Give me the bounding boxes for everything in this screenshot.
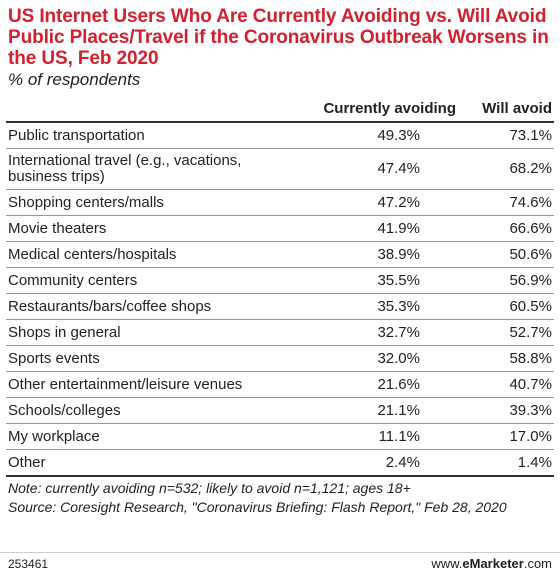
header-category <box>6 94 296 123</box>
row-currently-avoiding: 21.6% <box>296 371 462 398</box>
chart-note: Note: currently avoiding n=532; likely t… <box>8 480 411 496</box>
chart-title: US Internet Users Who Are Currently Avoi… <box>8 6 549 69</box>
table-row: Movie theaters 41.9% 66.6% <box>6 215 554 242</box>
row-currently-avoiding: 47.4% <box>296 148 462 190</box>
row-currently-avoiding: 41.9% <box>296 215 462 242</box>
row-will-avoid: 17.0% <box>462 423 554 450</box>
row-currently-avoiding: 32.0% <box>296 345 462 372</box>
table-header-row: Currently avoiding Will avoid <box>6 94 554 123</box>
row-will-avoid: 56.9% <box>462 267 554 294</box>
row-currently-avoiding: 49.3% <box>296 122 462 149</box>
row-category: International travel (e.g., vacations, b… <box>6 148 296 190</box>
row-will-avoid: 60.5% <box>462 293 554 320</box>
row-currently-avoiding: 47.2% <box>296 189 462 216</box>
header-will-avoid: Will avoid <box>462 94 554 123</box>
row-will-avoid: 50.6% <box>462 241 554 268</box>
table-row: Schools/colleges 21.1% 39.3% <box>6 397 554 424</box>
table-body: Public transportation 49.3% 73.1% Internati… <box>6 122 554 477</box>
row-currently-avoiding: 35.5% <box>296 267 462 294</box>
row-category: Shopping centers/malls <box>6 189 296 216</box>
row-currently-avoiding: 21.1% <box>296 397 462 424</box>
table-row: Sports events 32.0% 58.8% <box>6 345 554 372</box>
brand-name: eMarketer <box>462 556 524 571</box>
row-category: Medical centers/hospitals <box>6 241 296 268</box>
chart-subtitle: % of respondents <box>8 70 141 89</box>
row-will-avoid: 73.1% <box>462 122 554 149</box>
table-row: Public transportation 49.3% 73.1% <box>6 122 554 149</box>
row-will-avoid: 52.7% <box>462 319 554 346</box>
row-will-avoid: 40.7% <box>462 371 554 398</box>
row-category: My workplace <box>6 423 296 450</box>
brand-prefix: www. <box>431 556 463 571</box>
row-will-avoid: 74.6% <box>462 189 554 216</box>
row-currently-avoiding: 11.1% <box>296 423 462 450</box>
footer: 253461 www.eMarketer.com <box>0 552 560 577</box>
table-row: Restaurants/bars/coffee shops 35.3% 60.5% <box>6 293 554 320</box>
row-category: Community centers <box>6 267 296 294</box>
row-category: Public transportation <box>6 122 296 149</box>
table-row: Community centers 35.5% 56.9% <box>6 267 554 294</box>
row-currently-avoiding: 35.3% <box>296 293 462 320</box>
table-row: International travel (e.g., vacations, b… <box>6 148 554 190</box>
table-row: Shopping centers/malls 47.2% 74.6% <box>6 189 554 216</box>
table-row: Other entertainment/leisure venues 21.6% 4… <box>6 371 554 398</box>
table-row: Other 2.4% 1.4% <box>6 449 554 477</box>
row-will-avoid: 39.3% <box>462 397 554 424</box>
row-category: Schools/colleges <box>6 397 296 424</box>
data-table: Currently avoiding Will avoid Public tra… <box>6 94 554 477</box>
row-category: Other <box>6 449 296 477</box>
row-currently-avoiding: 38.9% <box>296 241 462 268</box>
row-currently-avoiding: 2.4% <box>296 449 462 477</box>
brand-logo: www.eMarketer.com <box>431 556 552 571</box>
header-currently-avoiding: Currently avoiding <box>296 94 462 123</box>
row-category: Shops in general <box>6 319 296 346</box>
row-will-avoid: 1.4% <box>462 449 554 477</box>
brand-suffix: .com <box>523 556 552 571</box>
row-category: Sports events <box>6 345 296 372</box>
row-category: Other entertainment/leisure venues <box>6 371 296 398</box>
chart-source: Source: Coresight Research, "Coronavirus… <box>8 499 507 515</box>
row-will-avoid: 68.2% <box>462 148 554 190</box>
row-currently-avoiding: 32.7% <box>296 319 462 346</box>
chart-id: 253461 <box>8 557 49 571</box>
table-row: Shops in general 32.7% 52.7% <box>6 319 554 346</box>
row-will-avoid: 58.8% <box>462 345 554 372</box>
row-category: Restaurants/bars/coffee shops <box>6 293 296 320</box>
row-will-avoid: 66.6% <box>462 215 554 242</box>
table-row: My workplace 11.1% 17.0% <box>6 423 554 450</box>
table-row: Medical centers/hospitals 38.9% 50.6% <box>6 241 554 268</box>
row-category: Movie theaters <box>6 215 296 242</box>
